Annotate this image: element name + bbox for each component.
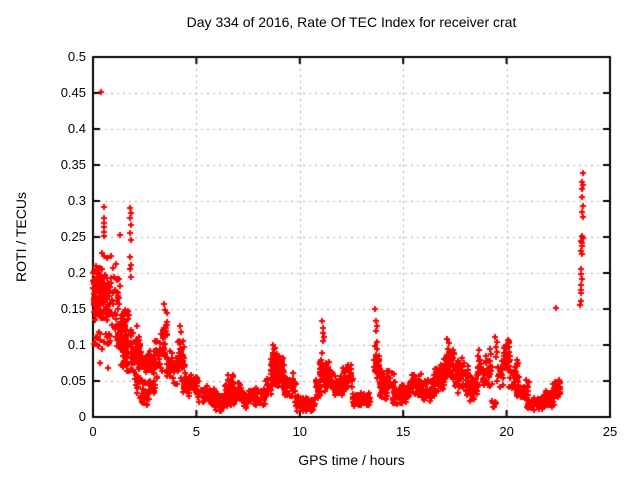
chart-title: Day 334 of 2016, Rate Of TEC Index for r…	[186, 14, 517, 30]
y-tick-label: 0.35	[60, 157, 86, 172]
x-tick-label: 10	[292, 424, 308, 439]
y-tick-label: 0.15	[60, 301, 86, 316]
x-axis-label: GPS time / hours	[298, 452, 405, 468]
y-tick-label: 0.25	[60, 229, 86, 244]
x-tick-label: 20	[499, 424, 514, 439]
y-axis-label: ROTI / TECUs	[13, 192, 29, 282]
y-tick-label: 0.4	[67, 121, 86, 136]
x-tick-label: 5	[192, 424, 200, 439]
y-tick-label: 0.05	[60, 373, 86, 388]
y-tick-label: 0	[78, 409, 86, 424]
y-tick-label: 0.1	[67, 337, 86, 352]
x-tick-label: 0	[89, 424, 97, 439]
x-tick-label: 25	[602, 424, 618, 439]
y-tick-label: 0.5	[67, 49, 86, 64]
y-tick-label: 0.2	[67, 265, 86, 280]
x-tick-label: 15	[395, 424, 411, 439]
y-tick-label: 0.45	[60, 85, 86, 100]
y-tick-label: 0.3	[67, 193, 86, 208]
